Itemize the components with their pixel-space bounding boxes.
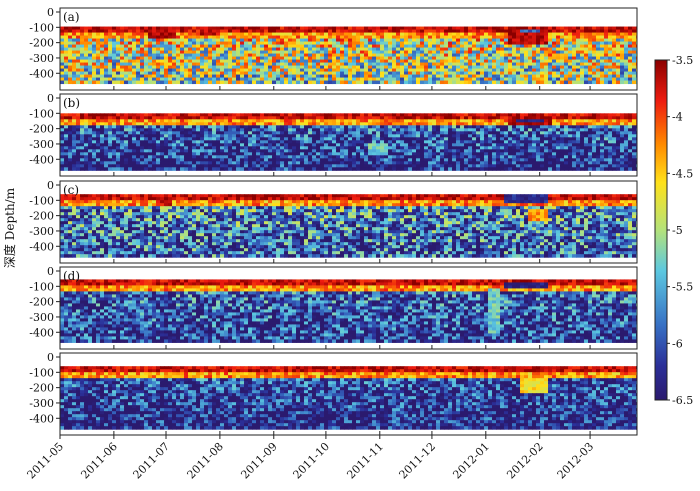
x-tick-label: 2011-11 [344,440,386,482]
y-tick-label: -200 [29,296,54,309]
y-tick-label: -300 [29,138,54,151]
y-tick-label: -100 [29,21,54,34]
y-tick-label: -300 [29,311,54,324]
y-tick-label: -200 [29,210,54,223]
heatmap-field [60,267,641,349]
x-tick-label: 2011-10 [291,440,333,482]
y-tick-label: -400 [29,153,54,166]
panel-1: 0 -100 -200 -300 -400 (a) [29,6,640,90]
y-axis-label: 深度 Depth/m [2,187,17,268]
panel-2: 0 -100 -200 -300 -400 (b) [29,92,640,176]
panel-label: (d) [63,269,80,283]
y-tick-label: -400 [29,67,54,80]
x-tick-label: 2011-05 [25,440,67,482]
y-tick-label: 0 [47,265,54,278]
x-tick-label: 2012-02 [504,440,546,482]
colorbar-tick-label: -3.5 [672,54,693,67]
y-tick-label: -300 [29,52,54,65]
colorbar-tick-label: -4 [672,111,683,124]
heatmap-field [60,94,641,176]
y-tick-label: -100 [29,366,54,379]
heatmap-field [60,181,641,263]
colorbar [655,60,667,400]
y-tick-label: -400 [29,326,54,339]
y-tick-label: -100 [29,194,54,207]
y-tick-label: -300 [29,225,54,238]
panel-5: 0 -100 -200 -300 -400 [29,351,640,435]
y-tick-label: -100 [29,280,54,293]
y-tick-label: -200 [29,123,54,136]
panel-label: (b) [63,96,80,110]
x-tick-label: 2011-06 [78,440,120,482]
x-tick-label: 2012-01 [450,440,492,482]
y-tick-label: 0 [47,92,54,105]
colorbar-tick-label: -5.5 [672,281,693,294]
x-tick-label: 2012-03 [555,440,597,482]
y-tick-label: -300 [29,397,54,410]
y-tick-label: 0 [47,351,54,364]
panel-label: (a) [63,10,80,24]
x-tick-label: 2011-07 [131,440,173,482]
y-tick-label: -100 [29,107,54,120]
y-tick-label: -400 [29,412,54,425]
colorbar-tick-label: -6 [672,337,683,350]
colorbar-tick-label: -6.5 [672,394,693,407]
colorbar-tick-label: -5 [672,224,683,237]
y-tick-label: 0 [47,6,54,19]
heatmap-field [60,8,641,90]
heatmap-field [60,353,641,435]
x-tick-label: 2011-08 [184,440,226,482]
y-tick-label: 0 [47,179,54,192]
x-tick-label: 2011-12 [397,440,439,482]
panel-label: (c) [63,183,79,197]
colorbar-tick-label: -4.5 [672,167,693,180]
x-tick-label: 2011-09 [238,440,280,482]
panel-4: 0 -100 -200 -300 -400 (d) [29,265,640,349]
y-tick-label: -200 [29,37,54,50]
y-tick-label: -200 [29,382,54,395]
panel-3: 0 -100 -200 -300 -400 (c) [29,179,640,263]
y-tick-label: -400 [29,240,54,253]
